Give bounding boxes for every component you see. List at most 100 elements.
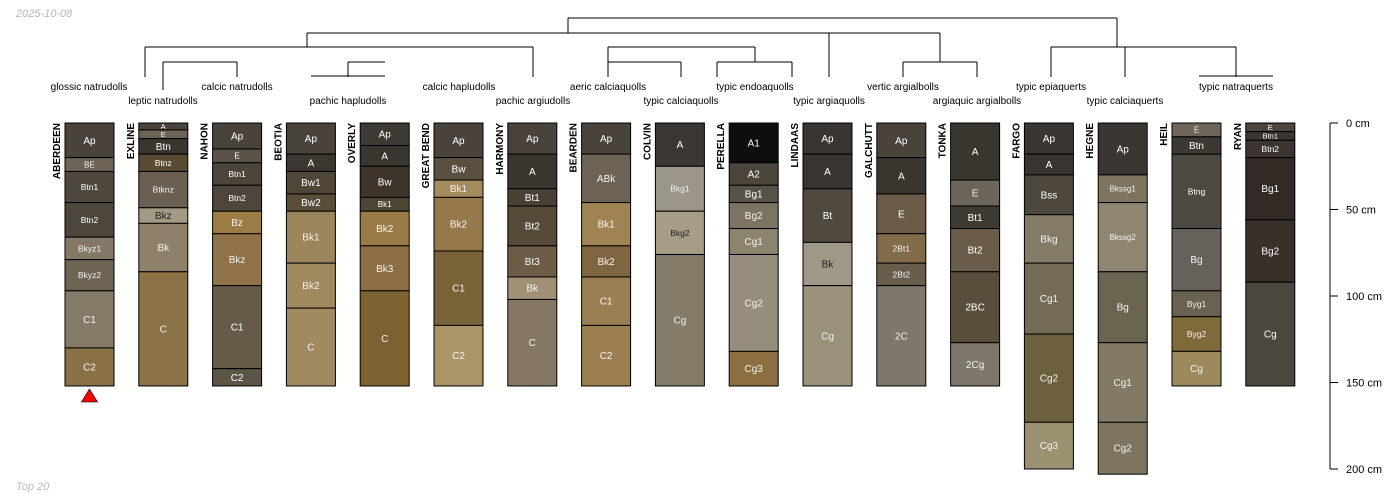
horizon-label: Bkg: [1040, 234, 1057, 245]
subgroup-label: pachic argiudolls: [496, 96, 571, 107]
horizon-label: C: [307, 343, 314, 354]
horizon-abk: [581, 153, 632, 204]
horizon-bt: [802, 188, 853, 243]
horizon-ap: [285, 122, 336, 155]
horizon-label: Cg3: [1040, 441, 1059, 452]
horizon-label: A: [161, 122, 166, 131]
horizon-a: [950, 122, 1001, 181]
horizon-label: Bt1: [525, 193, 540, 204]
horizon-c2: [64, 347, 115, 387]
horizon-label: Ap: [231, 131, 244, 142]
horizon-label: 2BC: [965, 303, 984, 314]
profile-perella: A1 A2 Bg1 Bg2 Cg1 Cg2 Cg3 PERELLA: [716, 122, 779, 387]
horizon-c2: [581, 324, 632, 387]
horizon-bkg2: [654, 210, 705, 255]
horizon-label: Bk: [157, 243, 170, 254]
profile-name: TONKA: [938, 123, 949, 158]
profile-name: LINDAAS: [790, 123, 801, 168]
horizon-label: Bw2: [301, 198, 321, 209]
axis-tick-label: 200 cm: [1346, 464, 1382, 476]
profile-name: ABERDEEN: [52, 123, 63, 179]
horizon-label: Btn2: [228, 193, 246, 203]
subgroup-label: glossic natrudolls: [51, 82, 128, 93]
footer-label: Top 20: [16, 481, 50, 493]
horizon-label: C2: [231, 373, 244, 384]
horizon-label: Cg2: [1040, 374, 1059, 385]
axis-tick-label: 0 cm: [1346, 118, 1370, 130]
horizon-label: Btn1: [228, 169, 246, 179]
profile-aberdeen: Ap BE Btn1 Btn2 Bkyz1 Bkyz2 C1 C2 ABERDEEN: [52, 122, 115, 403]
horizon-cg1: [728, 228, 779, 255]
horizon-2bt1: [876, 233, 927, 264]
profile-galchutt: Ap A E 2Bt1 2Bt2 2C GALCHUTT: [864, 122, 927, 387]
horizon-btknz: [138, 170, 189, 209]
profile-name: HARMONY: [495, 123, 506, 175]
horizon-bkyz2: [64, 259, 115, 292]
horizon-a: [876, 157, 927, 195]
horizon-c: [138, 271, 189, 387]
horizon-byg2: [1171, 316, 1222, 352]
subgroup-label: argiaquic argialbolls: [933, 96, 1021, 107]
profile-tonka: A E Bt1 Bt2 2BC 2Cg TONKA: [938, 122, 1001, 387]
horizon-c2: [433, 324, 484, 387]
profile-nahon: Ap E Btn1 Btn2 Bz Bkz C1 C2 NAHON: [200, 122, 263, 387]
horizon-label: 2Cg: [966, 360, 984, 371]
horizon-label: Bz: [231, 218, 243, 229]
horizon-label: Bk2: [597, 257, 615, 268]
horizon-label: Bg1: [745, 189, 763, 200]
horizon-label: Ap: [600, 134, 613, 145]
horizon-bk2: [581, 245, 632, 278]
horizon-label: Bw: [378, 177, 393, 188]
horizon-ap: [876, 122, 927, 159]
horizon-label: Btn1: [1263, 132, 1278, 141]
profile-lindaas: Ap A Bt Bk Cg LINDAAS: [790, 122, 853, 387]
horizon-2c: [876, 285, 927, 387]
horizon-label: Cg2: [1114, 444, 1133, 455]
horizon-label: Bk1: [302, 233, 320, 244]
horizon-label: Bk1: [450, 184, 468, 195]
horizon-label: C: [381, 334, 388, 345]
horizon-label: Bt2: [525, 221, 540, 232]
horizon-label: A: [972, 147, 979, 158]
horizon-c: [359, 290, 410, 387]
horizon-label: Bkyz1: [78, 243, 101, 253]
horizon-bk: [138, 222, 189, 273]
horizon-a1: [728, 122, 779, 164]
profile-heil: E Btn Btng Bg Byg1 Byg2 Cg HEIL: [1159, 122, 1222, 387]
horizon-label: Bk: [526, 284, 539, 295]
profile-name: COLVIN: [642, 123, 653, 160]
horizon-bkssg1: [1097, 174, 1148, 204]
horizon-bkz: [212, 233, 263, 287]
horizon-label: Bkg1: [670, 184, 690, 194]
horizon-label: Cg2: [745, 298, 764, 309]
horizon-label: A2: [748, 170, 761, 181]
profile-name: OVERLY: [347, 123, 358, 164]
horizon-label: A1: [748, 138, 761, 149]
horizon-btn2: [64, 202, 115, 238]
horizon-label: Cg1: [745, 237, 764, 248]
horizon-label: Cg: [1190, 364, 1203, 375]
horizon-label: Bkssg2: [1110, 233, 1137, 242]
horizon-c2: [212, 368, 263, 387]
axis-tick-label: 150 cm: [1346, 378, 1382, 390]
profile-name: FARGO: [1011, 123, 1022, 159]
horizon-label: C1: [231, 323, 244, 334]
horizon-label: Bg: [1117, 303, 1129, 314]
horizon-label: C: [160, 324, 167, 335]
profile-bearden: Ap ABk Bk1 Bk2 C1 C2 BEARDEN: [569, 122, 632, 387]
horizon-cg1: [1023, 262, 1074, 335]
horizon-label: Cg: [1264, 330, 1277, 341]
horizon-label: Bk: [822, 259, 835, 270]
horizon-cg3: [1023, 421, 1074, 470]
horizon-label: Ap: [305, 134, 318, 145]
horizon-cg: [654, 253, 705, 387]
horizon-label: Bk2: [376, 224, 394, 235]
profile-overly: Ap A Bw Bk1 Bk2 Bk3 C OVERLY: [347, 122, 410, 387]
horizon-label: E: [234, 152, 239, 161]
subgroup-label: typic calciaquerts: [1087, 96, 1164, 107]
date-label: 2025-10-08: [16, 8, 73, 20]
depth-axis: 0 cm 50 cm 100 cm 150 cm 200 cm: [1329, 118, 1382, 476]
horizon-label: Cg1: [1114, 378, 1133, 389]
